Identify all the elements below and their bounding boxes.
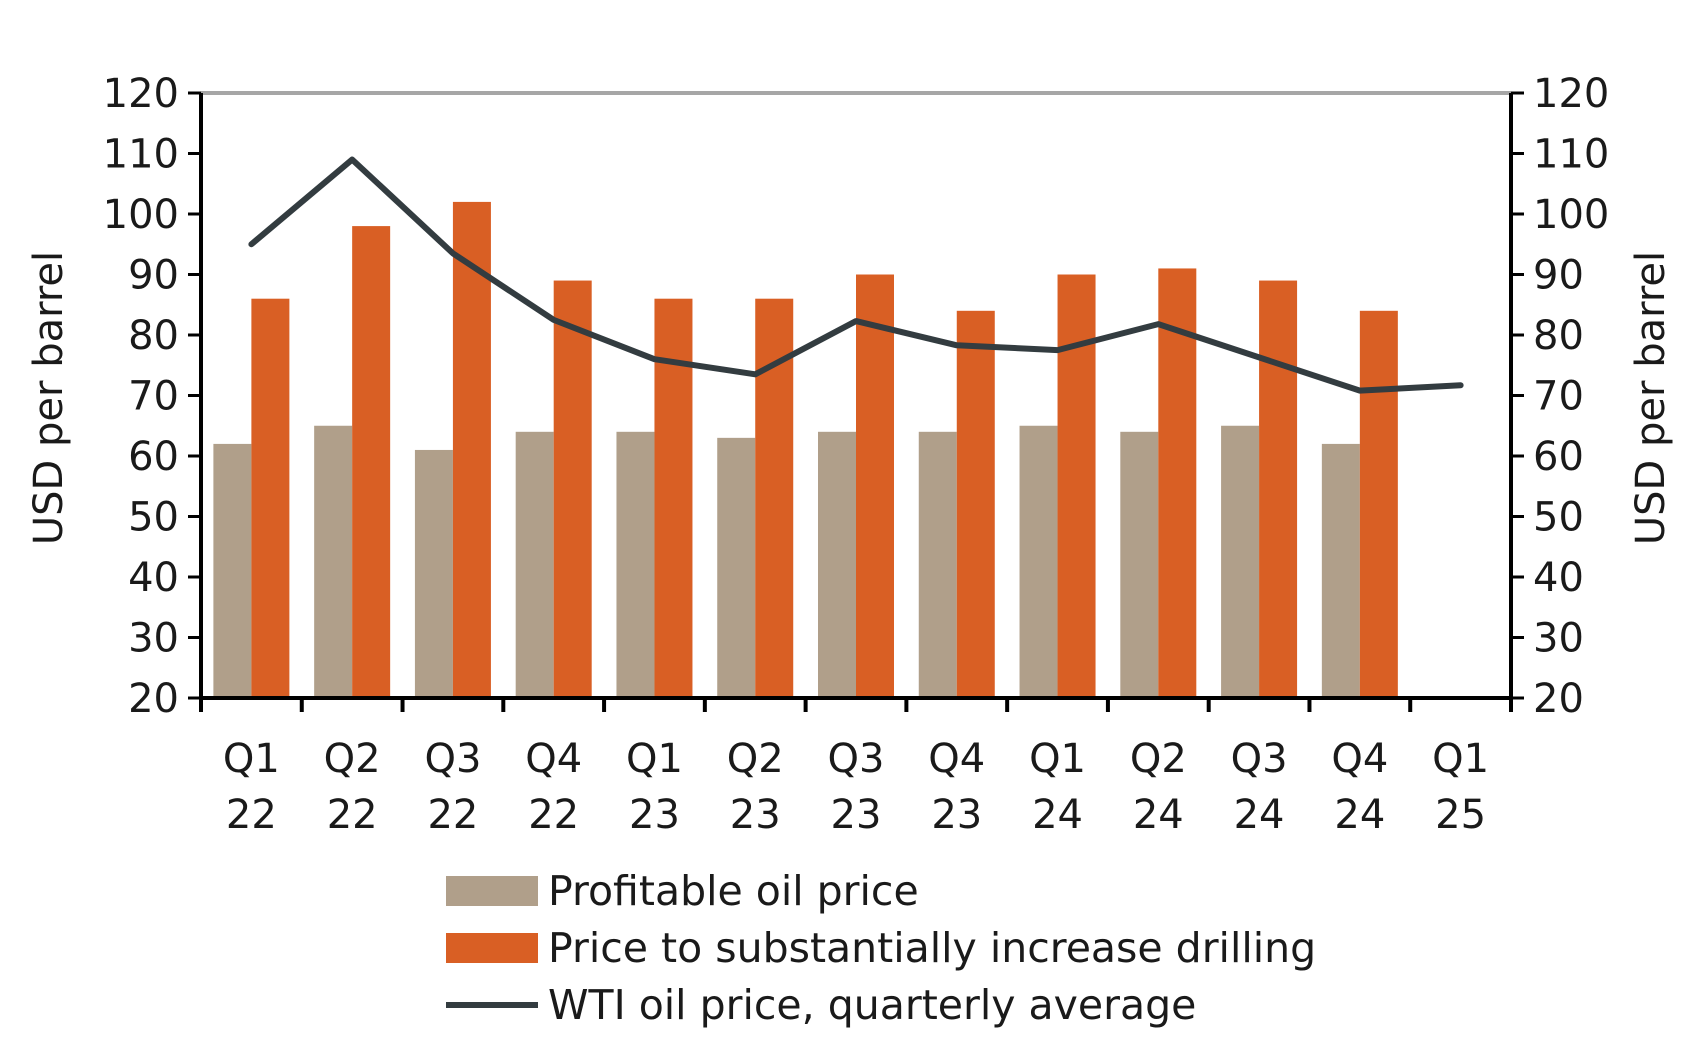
profitable-oil-price-bar-2 [314,425,353,698]
x-tick-label-quarter-7: Q3 [828,736,885,782]
drilling-price-bar-8 [956,310,995,698]
x-tick-label-quarter-10: Q2 [1130,736,1187,782]
right-y-tick-label-80: 80 [1533,313,1584,359]
right-y-tick-label-60: 60 [1533,434,1584,480]
profitable-oil-price-bar-8 [918,431,957,698]
drilling-price-bar-1 [251,298,290,698]
legend-label-2: Price to substantially increase drilling [548,924,1316,972]
line-group [248,156,1464,394]
x-tick-label-quarter-13: Q1 [1432,736,1489,782]
legend: Profitable oil price Price to substantial… [446,867,1316,1029]
x-tick-label-year-2: 22 [327,792,378,838]
legend-swatch-1 [446,876,538,906]
right-y-tick-label-90: 90 [1533,253,1584,299]
left-y-tick-label-110: 110 [103,132,179,178]
drilling-price-bar-7 [856,274,894,698]
x-tick-label-year-4: 22 [528,792,579,838]
left-y-tick-label-50: 50 [128,495,179,541]
profitable-oil-price-bar-9 [1019,425,1058,698]
legend-label-3: WTI oil price, quarterly average [548,981,1196,1029]
right-y-tick-label-20: 20 [1533,676,1584,722]
left-y-tick-label-90: 90 [128,253,179,299]
x-tick-label-year-9: 24 [1032,792,1083,838]
right-y-tick-label-100: 100 [1533,192,1609,238]
drilling-price-bar-11 [1259,280,1298,698]
legend-swatch-2 [446,933,538,963]
right-y-tick-label-30: 30 [1533,616,1584,662]
x-tick-label-quarter-8: Q4 [928,736,985,782]
profitable-oil-price-bar-5 [616,431,655,698]
x-tick-label-year-7: 23 [831,792,882,838]
left-y-tick-labels: 20 30 40 50 60 70 80 90 100 110 120 [103,71,179,722]
x-tick-label-quarter-2: Q2 [324,736,381,782]
x-tick-label-quarter-5: Q1 [626,736,683,782]
x-tick-label-year-1: 22 [226,792,277,838]
left-y-axis-title: USD per barrel [26,251,72,545]
right-y-tick-label-50: 50 [1533,495,1584,541]
right-y-axis-title: USD per barrel [1628,251,1674,545]
left-y-tick-label-60: 60 [128,434,179,480]
axes-group [188,91,1524,712]
profitable-oil-price-bar-3 [414,449,453,698]
x-tick-label-quarter-4: Q4 [525,736,582,782]
x-tick-label-year-11: 24 [1234,792,1285,838]
drilling-price-bar-2 [352,226,391,698]
legend-label-1: Profitable oil price [548,867,919,915]
x-tick-label-year-10: 24 [1133,792,1184,838]
profitable-oil-price-bar-12 [1321,443,1360,698]
wti-oil-price-line [248,156,1464,394]
x-tick-label-year-12: 24 [1334,792,1385,838]
left-y-tick-label-70: 70 [128,374,179,420]
profitable-oil-price-bar-4 [515,431,554,698]
right-y-tick-label-110: 110 [1533,132,1609,178]
drilling-price-bar-12 [1359,310,1398,698]
right-y-tick-label-70: 70 [1533,374,1584,420]
x-tick-label-quarter-11: Q3 [1231,736,1288,782]
left-y-tick-label-100: 100 [103,192,179,238]
profitable-oil-price-bar-6 [717,437,756,698]
left-y-tick-label-80: 80 [128,313,179,359]
x-tick-label-quarter-9: Q1 [1029,736,1086,782]
right-y-tick-label-120: 120 [1533,71,1609,117]
drilling-price-bar-3 [452,201,491,698]
x-tick-label-quarter-12: Q4 [1331,736,1388,782]
x-tick-label-year-13: 25 [1435,792,1486,838]
x-tick-label-quarter-1: Q1 [223,736,280,782]
x-tick-label-year-6: 23 [730,792,781,838]
x-tick-labels: Q1 22 Q2 22 Q3 22 Q4 22 Q1 23 Q2 23 Q3 23 Q4 23 Q1 24 Q2 24… [223,736,1489,838]
left-y-tick-label-20: 20 [128,676,179,722]
left-y-tick-label-40: 40 [128,555,179,601]
x-tick-label-year-3: 22 [427,792,478,838]
profitable-oil-price-bar-7 [818,431,856,698]
drilling-price-bar-10 [1158,268,1197,698]
profitable-oil-price-bar-10 [1120,431,1159,698]
drilling-price-bar-9 [1057,274,1096,698]
x-tick-label-year-8: 23 [931,792,982,838]
right-y-tick-labels: 20 30 40 50 60 70 80 90 100 110 120 [1533,71,1609,722]
x-tick-label-quarter-6: Q2 [727,736,784,782]
x-tick-label-quarter-3: Q3 [424,736,481,782]
x-tick-label-year-5: 23 [629,792,680,838]
profitable-oil-price-bar-11 [1221,425,1260,698]
drilling-price-bar-4 [553,280,592,698]
profitable-oil-price-bar-1 [213,443,252,698]
right-y-tick-label-40: 40 [1533,555,1584,601]
left-y-tick-label-120: 120 [103,71,179,117]
bars-group [213,201,1398,698]
left-y-tick-label-30: 30 [128,616,179,662]
